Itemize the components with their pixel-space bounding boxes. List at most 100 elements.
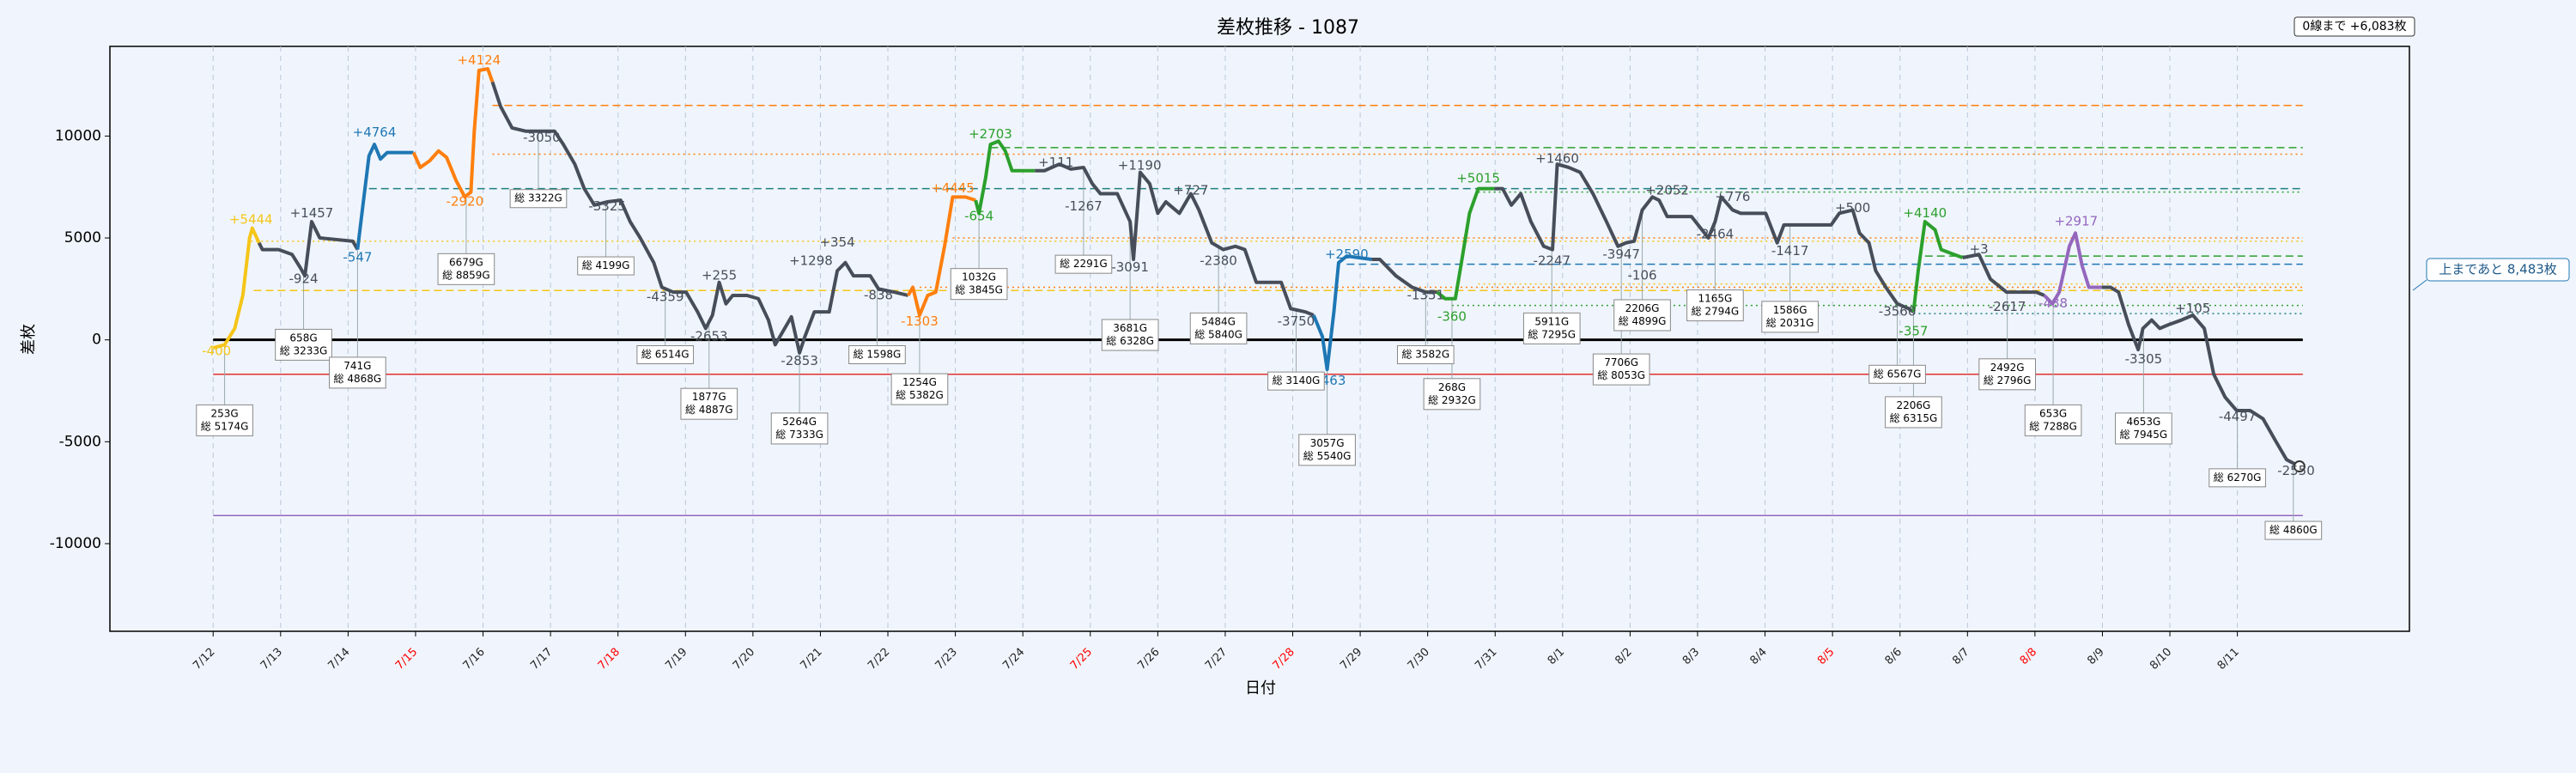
x-tick-label: 7/20 (731, 646, 757, 673)
x-tick-label: 8/11 (2215, 646, 2242, 673)
box-text: 総 4860G (2269, 524, 2318, 536)
session-box: 総 3140G (1267, 371, 1325, 391)
box-text: 総 5840G (1194, 328, 1242, 340)
box-text: 総 7945G (2120, 429, 2168, 441)
box-frame (1189, 312, 1248, 344)
change-label: -2247 (1533, 253, 1571, 268)
x-tick-label: 7/14 (325, 646, 352, 673)
box-frame (1686, 289, 1744, 322)
change-label: +776 (1715, 189, 1750, 204)
box-text: 3681G (1113, 322, 1147, 334)
change-label: -4359 (647, 289, 684, 304)
box-text: 2492G (1990, 362, 2025, 374)
box-frame (680, 387, 738, 420)
change-label: -1351 (1407, 287, 1445, 302)
x-tick-label: 7/27 (1203, 646, 1230, 673)
x-tick-label: 7/29 (1338, 646, 1364, 673)
change-label: +105 (2175, 301, 2210, 316)
change-label: -3325 (588, 198, 626, 214)
box-text: 4653G (2126, 416, 2160, 428)
change-label: -2380 (1200, 253, 1237, 268)
box-text: 総 4868G (334, 373, 382, 385)
x-tick-label: 7/18 (596, 646, 623, 673)
change-label: -400 (202, 343, 231, 358)
box-text: 総 8053G (1597, 369, 1645, 381)
box-text: 741G (343, 360, 371, 372)
change-label: +1190 (1118, 158, 1162, 173)
box-text: 総 6315G (1890, 412, 1938, 424)
change-label: -357 (1899, 324, 1928, 339)
box-text: 総 2291G (1060, 258, 1108, 270)
note-box (2426, 258, 2570, 282)
box-text: 1877G (692, 391, 726, 403)
change-label: +255 (702, 268, 737, 283)
box-frame (1396, 345, 1455, 365)
change-label: +354 (819, 234, 854, 250)
change-label: -106 (1628, 268, 1657, 283)
line-segment (355, 143, 414, 250)
line-segment (2043, 231, 2102, 306)
x-tick-label: 8/5 (1815, 646, 1837, 667)
box-frame (2208, 468, 2266, 488)
note-box (2293, 16, 2415, 37)
box-frame (770, 412, 829, 445)
x-tick-label: 7/19 (663, 646, 690, 673)
box-text: 7706G (1604, 356, 1638, 368)
box-text: 総 4899G (1619, 315, 1667, 327)
x-tick-label: 8/7 (1950, 646, 1971, 667)
box-text: 1032G (962, 271, 996, 283)
change-label: -2920 (447, 194, 484, 210)
x-tick-label: 8/3 (1680, 646, 1702, 667)
box-frame (1885, 396, 1942, 429)
x-tick-label: 7/16 (461, 646, 488, 673)
change-label: -488 (2038, 295, 2068, 311)
x-tick-label: 7/23 (933, 646, 960, 673)
session-box: 総 6514G (636, 345, 695, 365)
session-box: 総 3582G (1396, 345, 1455, 365)
box-text: 総 2932G (1428, 394, 1476, 406)
box-text: 総 3140G (1273, 374, 1321, 386)
box-frame (1101, 319, 1159, 351)
line-segment (906, 195, 976, 317)
box-text: 6679G (449, 256, 483, 268)
line-segment (212, 226, 261, 350)
box-text: 総 2031G (1766, 317, 1814, 329)
box-text: 総 5174G (201, 420, 249, 432)
y-tick-label: 0 (92, 332, 101, 349)
box-text: 総 4199G (582, 259, 630, 271)
box-text: 総 6514G (641, 349, 690, 361)
change-label: +1460 (1535, 151, 1579, 167)
note-leader (2412, 279, 2427, 291)
change-label: -1267 (1065, 198, 1103, 214)
box-frame (890, 373, 949, 405)
change-label: -547 (343, 250, 372, 265)
change-label: +4140 (1903, 205, 1947, 221)
change-label: -2464 (1697, 227, 1735, 242)
box-frame (196, 404, 253, 436)
box-frame (1522, 312, 1581, 344)
change-label: +1298 (789, 253, 833, 268)
x-tick-label: 7/12 (191, 646, 217, 673)
line-segment (1962, 253, 2045, 297)
change-label: +2590 (1325, 247, 1369, 262)
box-text: 3057G (1310, 437, 1345, 449)
change-label: +727 (1173, 182, 1208, 198)
change-label: +5444 (229, 212, 273, 228)
box-text: 653G (2039, 407, 2067, 419)
zero-note: 0線まで +6,083枚 (2302, 20, 2406, 33)
change-label: +500 (1835, 200, 1870, 216)
box-frame (509, 189, 568, 209)
x-tick-label: 7/22 (866, 646, 892, 673)
session-box: 総 3322G (509, 189, 568, 209)
x-tick-label: 7/21 (798, 646, 824, 673)
change-label: -3050 (523, 130, 561, 145)
change-label: -4497 (2219, 409, 2257, 424)
box-frame (950, 268, 1008, 301)
